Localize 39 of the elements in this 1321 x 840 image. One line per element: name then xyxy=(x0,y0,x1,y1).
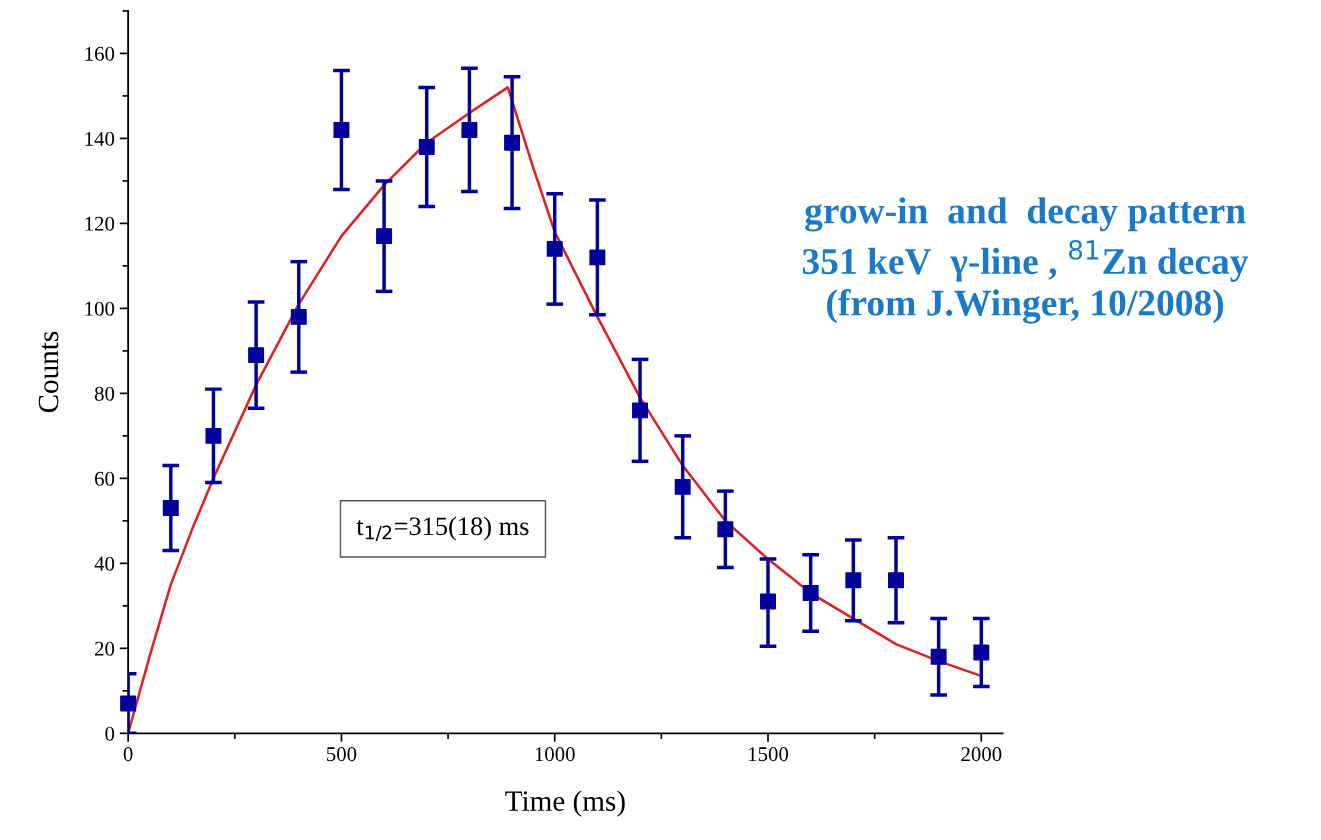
y-tick-label: 160 xyxy=(85,46,115,61)
point xyxy=(376,228,393,245)
x-tick-label: 1000 xyxy=(535,747,575,762)
y-tick-label: 40 xyxy=(94,556,115,571)
y-tick-label: 120 xyxy=(85,216,115,231)
y-axis-title: Counts xyxy=(38,331,59,413)
y-tick-label: 60 xyxy=(95,471,115,486)
point xyxy=(674,478,691,495)
x-tick-label: 500 xyxy=(327,747,357,762)
y-tick-label: 100 xyxy=(85,301,115,316)
y-tick-label: 80 xyxy=(94,386,115,401)
x-tick-label: 0 xyxy=(123,747,133,762)
y-tick-label: 140 xyxy=(85,131,115,146)
point xyxy=(248,347,265,364)
point xyxy=(418,138,435,155)
x-tick-label: 1500 xyxy=(749,747,789,762)
point xyxy=(717,521,734,538)
y-tick-label: 20 xyxy=(95,641,115,656)
y-tick-label: 0 xyxy=(105,726,115,741)
point xyxy=(973,644,990,661)
point xyxy=(290,308,307,325)
point xyxy=(333,121,350,138)
point xyxy=(930,648,947,665)
point xyxy=(888,572,904,589)
x-tick-label: 2000 xyxy=(961,747,1002,762)
point xyxy=(632,402,649,419)
point xyxy=(845,572,862,589)
point xyxy=(760,593,776,610)
point xyxy=(802,585,819,602)
point xyxy=(205,427,222,444)
annotation: grow-in and decay pattern 351 keV γ-line , $^{81}$Zn decay (from J.Winger, 10/2008) xyxy=(802,197,1249,324)
point xyxy=(546,240,563,257)
x-axis-title: Time (ms) xyxy=(505,790,625,817)
point xyxy=(162,500,179,517)
point xyxy=(504,134,521,151)
point xyxy=(461,121,478,138)
point xyxy=(589,249,606,266)
point xyxy=(120,695,137,712)
annotation: t$_{1/2}$=315(18) ms xyxy=(356,516,529,541)
